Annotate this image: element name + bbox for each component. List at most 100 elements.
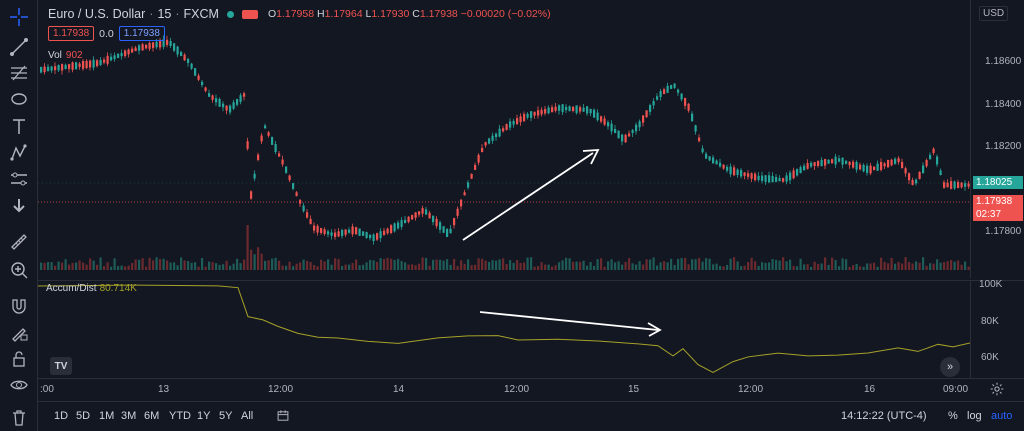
trash-icon[interactable] bbox=[6, 405, 32, 431]
volume-bar bbox=[764, 262, 767, 270]
shapes-icon[interactable] bbox=[6, 86, 32, 112]
trendline-icon[interactable] bbox=[6, 34, 32, 60]
candle-body bbox=[400, 220, 403, 227]
candle-body bbox=[355, 227, 358, 235]
sell-price[interactable]: 1.17938 bbox=[48, 26, 95, 41]
volume-bar bbox=[376, 261, 379, 270]
lock-draw-icon[interactable] bbox=[6, 320, 32, 346]
candle-body bbox=[827, 159, 830, 164]
candle-body bbox=[614, 128, 617, 134]
volume-bar bbox=[771, 258, 774, 270]
candle-body bbox=[526, 113, 529, 118]
volume-bar bbox=[505, 264, 508, 270]
volume-bar bbox=[558, 262, 561, 270]
candle-body bbox=[278, 153, 281, 157]
interval[interactable]: 15 bbox=[157, 7, 172, 21]
candle-body bbox=[166, 39, 169, 46]
tf-ytd[interactable]: YTD bbox=[169, 410, 191, 422]
volume-bar bbox=[162, 258, 165, 270]
price-axis[interactable]: USD 1.18600 1.18400 1.18200 1.17800 1.18… bbox=[970, 0, 1024, 278]
tradingview-logo[interactable]: TV bbox=[50, 357, 72, 375]
candle-body bbox=[666, 85, 669, 93]
volume-bar bbox=[173, 262, 176, 270]
volume-bar bbox=[120, 265, 123, 270]
compare-icon[interactable] bbox=[276, 409, 290, 426]
candlesticks bbox=[40, 35, 970, 245]
volume-bar bbox=[596, 259, 599, 270]
candle-body bbox=[621, 134, 624, 142]
volume-bar bbox=[932, 263, 935, 270]
time-axis[interactable]: :00 13 12:00 14 12:00 15 12:00 16 09:00 bbox=[38, 378, 1024, 400]
arrow-down-icon[interactable] bbox=[6, 193, 32, 219]
accum-dist-chart[interactable] bbox=[38, 281, 970, 379]
volume-bar bbox=[113, 258, 116, 270]
indicator-axis[interactable]: 100K 80K 60K bbox=[970, 279, 1024, 378]
crosshair-icon[interactable] bbox=[6, 4, 32, 30]
price-tick: 1.17800 bbox=[985, 226, 1022, 237]
price-tick: 1.18600 bbox=[985, 56, 1022, 67]
volume-bar bbox=[572, 261, 575, 270]
volume-bar bbox=[789, 259, 792, 270]
pattern-icon[interactable] bbox=[6, 140, 32, 166]
volume-bar bbox=[141, 258, 144, 270]
symbol-name[interactable]: Euro / U.S. Dollar bbox=[48, 7, 146, 21]
prediction-icon[interactable] bbox=[6, 166, 32, 192]
candle-body bbox=[960, 182, 963, 188]
tf-3m[interactable]: 3M bbox=[121, 410, 137, 422]
candle-body bbox=[138, 45, 141, 51]
fib-icon[interactable] bbox=[6, 60, 32, 86]
candle-body bbox=[194, 68, 197, 76]
candle-body bbox=[246, 141, 249, 149]
eye-icon[interactable] bbox=[6, 372, 32, 398]
up-trend-arrow bbox=[462, 148, 600, 241]
candle-body bbox=[820, 159, 823, 167]
volume-bar bbox=[57, 261, 60, 270]
candle-body bbox=[936, 156, 939, 165]
scroll-right-icon[interactable]: » bbox=[940, 357, 960, 377]
candle-body bbox=[495, 133, 498, 138]
candle-body bbox=[267, 132, 270, 136]
drawing-toolbar bbox=[0, 0, 38, 431]
ruler-icon[interactable] bbox=[6, 229, 32, 255]
candle-body bbox=[862, 164, 865, 172]
volume-bar bbox=[330, 264, 333, 270]
zoom-in-icon[interactable] bbox=[6, 257, 32, 283]
candle-body bbox=[467, 182, 470, 188]
volume-bar bbox=[792, 265, 795, 270]
price-pane[interactable]: Euro / U.S. Dollar · 15 · FXCM O1.17958 … bbox=[38, 0, 970, 278]
volume-bar bbox=[859, 266, 862, 270]
candle-body bbox=[964, 183, 967, 187]
volume-bar bbox=[390, 258, 393, 270]
volume-bar bbox=[117, 266, 120, 270]
hide-icon[interactable] bbox=[241, 9, 258, 19]
volume-bar bbox=[43, 262, 46, 270]
accum-dist-pane[interactable]: Accum/Dist 80.714K TV » bbox=[38, 280, 970, 378]
candle-body bbox=[190, 63, 193, 69]
tf-1d[interactable]: 1D bbox=[54, 410, 69, 422]
lock-icon[interactable] bbox=[6, 346, 32, 372]
candle-body bbox=[484, 142, 487, 146]
auto-toggle[interactable]: auto bbox=[991, 410, 1013, 422]
percent-toggle[interactable]: % bbox=[948, 410, 958, 422]
gear-icon[interactable] bbox=[990, 382, 1004, 399]
volume-bar bbox=[698, 257, 701, 270]
candlestick-chart[interactable] bbox=[38, 0, 970, 278]
tf-5d[interactable]: 5D bbox=[76, 410, 91, 422]
candle-body bbox=[57, 65, 60, 71]
tf-1y[interactable]: 1Y bbox=[197, 410, 211, 422]
log-toggle[interactable]: log bbox=[967, 410, 982, 422]
currency-button[interactable]: USD bbox=[979, 6, 1009, 21]
candle-body bbox=[876, 163, 879, 171]
tf-all[interactable]: All bbox=[241, 410, 254, 422]
tf-5y[interactable]: 5Y bbox=[219, 410, 233, 422]
magnet-icon[interactable] bbox=[6, 293, 32, 319]
volume-bar bbox=[134, 259, 137, 270]
volume-bar bbox=[425, 257, 428, 270]
text-icon[interactable] bbox=[6, 114, 32, 140]
clock[interactable]: 14:12:22 (UTC-4) bbox=[841, 410, 927, 422]
candle-body bbox=[771, 175, 774, 183]
tf-1m[interactable]: 1M bbox=[99, 410, 115, 422]
buy-price[interactable]: 1.17938 bbox=[118, 26, 165, 41]
tf-6m[interactable]: 6M bbox=[144, 410, 160, 422]
candle-body bbox=[778, 178, 781, 182]
